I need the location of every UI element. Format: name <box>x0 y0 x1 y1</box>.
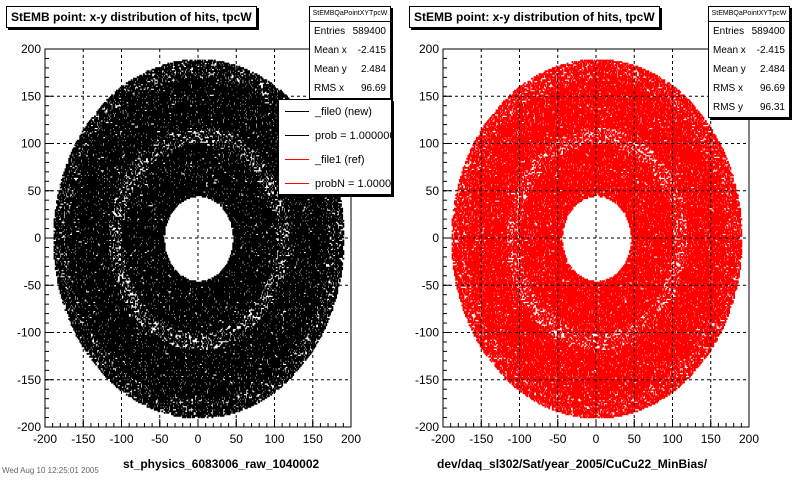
legend-line-swatch <box>285 111 309 112</box>
x-tick-label: -50 <box>151 432 169 446</box>
x-tick-label: 0 <box>593 432 600 446</box>
y-tick-label: 0 <box>432 231 439 245</box>
y-tick-label: 100 <box>21 137 41 151</box>
y-tick-label: -150 <box>415 373 439 387</box>
y-tick-label: -100 <box>415 326 439 340</box>
left-x-axis-label: st_physics_6083006_raw_1040002 <box>123 457 320 471</box>
x-tick-label: 0 <box>195 432 202 446</box>
x-tick-label: 100 <box>662 432 682 446</box>
left-stats-row: RMS x 96.69 <box>314 83 386 94</box>
y-tick-label: 150 <box>419 89 439 103</box>
y-tick-label: -200 <box>17 420 41 434</box>
left-plot: -200 -150 -100 -50 0 50 100 150 200 200 150 100 50 0 -… <box>17 42 361 446</box>
right-stats-row: RMS y 96.31 <box>713 102 785 113</box>
legend-item: _file1 (ref) <box>279 148 391 172</box>
x-tick-label: -150 <box>71 432 95 446</box>
right-x-axis-label: dev/daq_sl302/Sat/year_2005/CuCu22_MinBi… <box>437 457 708 471</box>
y-tick-label: 50 <box>426 184 440 198</box>
right-stats-box: StEMBQaPointXYTpcW Entries 589400 Mean x-… <box>708 6 790 118</box>
left-stats-row: Mean y 2.484 <box>314 64 386 75</box>
x-tick-label: -150 <box>469 432 493 446</box>
legend-line-swatch <box>285 135 309 136</box>
left-stats-box: StEMBQaPointXYTpcW Entries 589400 Mean x-… <box>309 6 391 99</box>
legend-label: probN = 1.000000 <box>315 178 392 190</box>
y-tick-label: 0 <box>34 231 41 245</box>
legend-label: prob = 1.000000 <box>315 130 392 142</box>
legend-line-swatch <box>285 183 309 184</box>
left-stats-row: Entries 589400 <box>314 26 386 37</box>
legend-line-swatch <box>285 159 309 160</box>
y-tick-label: 100 <box>419 137 439 151</box>
legend-item: prob = 1.000000 <box>279 124 391 148</box>
left-stats-row: Mean x -2.415 <box>314 45 386 56</box>
right-plot: -200 -150 -100 -50 0 50 100 150 200 200 150 100 50 0 -… <box>415 42 759 446</box>
legend-item: _file0 (new) <box>279 100 391 124</box>
x-tick-label: -100 <box>109 432 133 446</box>
y-tick-label: 50 <box>28 184 42 198</box>
right-stats-header: StEMBQaPointXYTpcW <box>709 7 789 22</box>
y-tick-label: 200 <box>21 42 41 56</box>
right-plot-title: StEMB point: x-y distribution of hits, t… <box>409 6 660 28</box>
hit-points <box>451 59 743 419</box>
right-stats-row: Mean x -2.415 <box>713 45 785 56</box>
x-tick-label: 100 <box>264 432 284 446</box>
x-tick-label: 200 <box>341 432 361 446</box>
y-tick-label: -50 <box>422 278 440 292</box>
x-tick-label: 200 <box>739 432 759 446</box>
y-tick-label: -200 <box>415 420 439 434</box>
x-tick-label: -200 <box>33 432 57 446</box>
x-tick-label: -200 <box>431 432 455 446</box>
right-stats-row: Mean y 2.484 <box>713 64 785 75</box>
x-tick-label: -100 <box>507 432 531 446</box>
left-plot-title: StEMB point: x-y distribution of hits, t… <box>6 6 257 28</box>
right-stats-row: Entries 589400 <box>713 26 785 37</box>
right-stats-row: RMS x 96.69 <box>713 83 785 94</box>
left-stats-header: StEMBQaPointXYTpcW <box>310 7 390 22</box>
legend-label: _file1 (ref) <box>315 154 365 166</box>
y-tick-label: -150 <box>17 373 41 387</box>
legend-item: probN = 1.000000 <box>279 172 392 194</box>
x-tick-label: 150 <box>701 432 721 446</box>
y-tick-label: 150 <box>21 89 41 103</box>
x-tick-label: 150 <box>303 432 323 446</box>
y-tick-label: 200 <box>419 42 439 56</box>
left-legend: _file0 (new) prob = 1.000000 _file1 (ref… <box>278 99 392 195</box>
x-tick-label: 50 <box>628 432 642 446</box>
hit-points <box>53 59 345 419</box>
y-tick-label: -50 <box>24 278 42 292</box>
footer-timestamp: Wed Aug 10 12:25:01 2005 <box>2 466 99 475</box>
legend-label: _file0 (new) <box>315 106 372 118</box>
x-tick-label: 50 <box>230 432 244 446</box>
x-tick-label: -50 <box>549 432 567 446</box>
y-tick-label: -100 <box>17 326 41 340</box>
